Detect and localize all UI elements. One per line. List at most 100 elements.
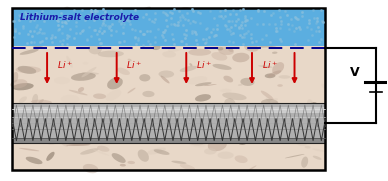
Ellipse shape (12, 72, 18, 83)
Ellipse shape (42, 41, 64, 46)
Bar (12, 107, 326, 113)
Ellipse shape (272, 52, 277, 54)
Ellipse shape (128, 161, 135, 164)
Ellipse shape (244, 121, 267, 127)
Ellipse shape (152, 45, 161, 50)
Ellipse shape (222, 92, 247, 100)
Ellipse shape (152, 140, 164, 143)
Ellipse shape (195, 32, 220, 35)
Bar (12, 103, 326, 143)
Ellipse shape (184, 17, 210, 20)
Ellipse shape (104, 34, 110, 37)
Ellipse shape (244, 44, 259, 52)
Ellipse shape (18, 112, 43, 122)
Ellipse shape (270, 98, 278, 103)
Ellipse shape (277, 25, 289, 33)
Ellipse shape (14, 137, 19, 140)
Ellipse shape (120, 164, 126, 167)
Ellipse shape (279, 75, 290, 79)
Ellipse shape (95, 47, 102, 50)
Ellipse shape (266, 97, 280, 108)
Ellipse shape (186, 105, 205, 115)
Ellipse shape (61, 95, 80, 104)
Ellipse shape (31, 100, 52, 104)
Ellipse shape (228, 39, 232, 43)
Ellipse shape (107, 77, 123, 89)
Ellipse shape (317, 18, 322, 21)
Ellipse shape (196, 9, 206, 12)
Ellipse shape (171, 161, 187, 164)
Ellipse shape (223, 108, 230, 110)
Ellipse shape (46, 152, 55, 161)
Ellipse shape (269, 39, 280, 47)
Ellipse shape (268, 70, 281, 77)
Ellipse shape (261, 99, 278, 107)
Ellipse shape (128, 59, 132, 61)
Ellipse shape (63, 23, 70, 34)
Ellipse shape (163, 18, 176, 24)
Ellipse shape (144, 31, 163, 33)
Ellipse shape (272, 28, 286, 32)
Ellipse shape (97, 146, 109, 152)
Ellipse shape (287, 110, 294, 117)
Text: Lithium-salt electrolyte: Lithium-salt electrolyte (20, 13, 139, 22)
Ellipse shape (81, 67, 97, 77)
Ellipse shape (117, 68, 130, 75)
Bar (12, 8, 326, 170)
Ellipse shape (191, 103, 205, 107)
Ellipse shape (300, 130, 310, 140)
Ellipse shape (188, 49, 211, 56)
Ellipse shape (147, 148, 166, 155)
Ellipse shape (282, 134, 300, 138)
Ellipse shape (124, 30, 140, 40)
Ellipse shape (104, 108, 122, 115)
Ellipse shape (20, 49, 39, 55)
Ellipse shape (142, 91, 154, 97)
Bar (12, 8, 326, 170)
Ellipse shape (31, 117, 38, 128)
Text: $\it{Li}^+$: $\it{Li}^+$ (262, 60, 278, 71)
Ellipse shape (286, 127, 302, 137)
Ellipse shape (54, 77, 70, 84)
Ellipse shape (26, 157, 43, 164)
Ellipse shape (93, 94, 106, 99)
Ellipse shape (234, 136, 252, 143)
Bar (12, 8, 326, 46)
Ellipse shape (172, 103, 182, 113)
Ellipse shape (127, 88, 135, 93)
Ellipse shape (312, 148, 326, 152)
Ellipse shape (232, 15, 244, 21)
Ellipse shape (159, 70, 174, 78)
Ellipse shape (10, 79, 28, 88)
Ellipse shape (213, 64, 232, 70)
Ellipse shape (110, 119, 119, 122)
Ellipse shape (224, 98, 236, 108)
Ellipse shape (67, 19, 76, 28)
Ellipse shape (19, 96, 27, 103)
Ellipse shape (61, 142, 68, 147)
Ellipse shape (307, 99, 314, 108)
Ellipse shape (218, 47, 234, 55)
Ellipse shape (107, 130, 118, 137)
Ellipse shape (161, 75, 170, 83)
Text: $\it{Li}^+$: $\it{Li}^+$ (196, 60, 212, 71)
Ellipse shape (195, 82, 211, 86)
Ellipse shape (315, 31, 325, 35)
Ellipse shape (51, 132, 69, 138)
Ellipse shape (78, 31, 88, 38)
Ellipse shape (83, 164, 98, 173)
Ellipse shape (166, 112, 191, 117)
Ellipse shape (305, 135, 314, 143)
Ellipse shape (247, 165, 256, 171)
Ellipse shape (217, 47, 223, 50)
Ellipse shape (32, 94, 38, 104)
Ellipse shape (88, 43, 102, 54)
Ellipse shape (232, 53, 249, 62)
Ellipse shape (188, 140, 206, 148)
Ellipse shape (215, 123, 228, 132)
Ellipse shape (45, 123, 51, 129)
Ellipse shape (113, 43, 120, 46)
Ellipse shape (175, 30, 180, 32)
Ellipse shape (192, 108, 213, 115)
Ellipse shape (228, 48, 234, 52)
